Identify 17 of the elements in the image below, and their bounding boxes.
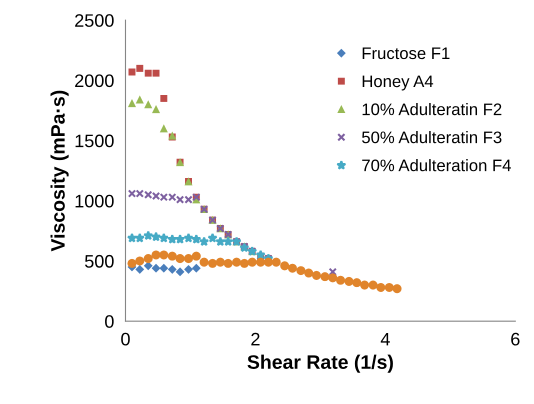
legend-label: Fructose F1 xyxy=(362,48,450,60)
y-tick-label: 2500 xyxy=(75,14,114,27)
y-tick-label: 0 xyxy=(105,315,114,328)
legend-label: Honey A4 xyxy=(362,76,434,90)
y-tick-label: 500 xyxy=(84,254,114,268)
x-tick-label: 4 xyxy=(380,332,390,346)
legend-label: 50% Adulteratin F3 xyxy=(362,131,502,144)
legend-label: 70% Adulteration F4 xyxy=(362,159,511,172)
y-tick-label: 2000 xyxy=(75,74,114,88)
x-tick-label: 6 xyxy=(511,332,520,346)
legend-label: 10% Adulteratin F2 xyxy=(362,102,502,116)
x-tick-label: 0 xyxy=(121,332,130,346)
y-tick-label: 1500 xyxy=(76,134,114,148)
x-tick-label: 2 xyxy=(251,332,260,346)
x-axis-title: Shear Rate (1/s) xyxy=(247,354,393,373)
y-axis-title: Viscosity (mPa·s) xyxy=(50,90,69,252)
y-tick-label: 1000 xyxy=(76,194,114,208)
